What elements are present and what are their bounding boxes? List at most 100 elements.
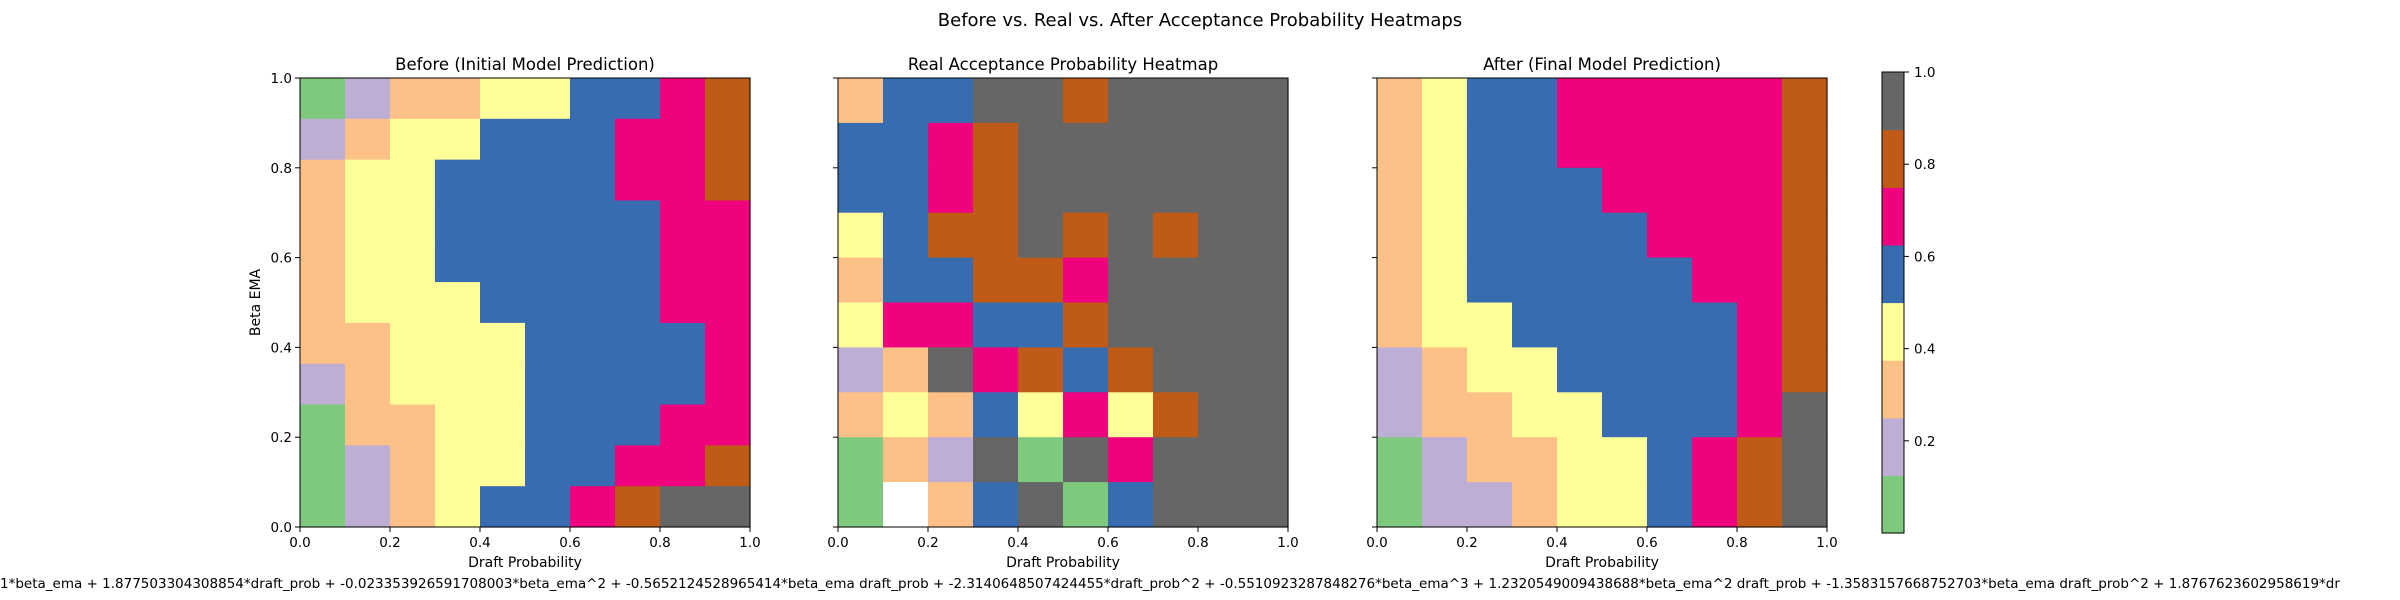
heatmap-cell: [570, 445, 616, 487]
heatmap-cell: [1108, 122, 1154, 169]
heatmap-cell: [928, 347, 974, 393]
heatmap-cell: [435, 445, 481, 487]
x-tick-label: 0.4: [1007, 535, 1028, 551]
y-axis-label: Beta EMA: [248, 268, 264, 336]
heatmap-cell: [1422, 212, 1468, 259]
heatmap-cell: [1377, 167, 1423, 214]
panel-title: After (Final Model Prediction): [1483, 55, 1721, 74]
heatmap-cell: [1198, 78, 1244, 124]
heatmap-cell: [1467, 167, 1513, 214]
y-tick-label: 0.6: [271, 251, 292, 267]
x-tick-label: 0.2: [1456, 535, 1477, 551]
heatmap-cell: [1063, 257, 1109, 304]
heatmap-cell: [1063, 167, 1109, 214]
heatmap-cell: [883, 257, 929, 304]
heatmap-cell: [1647, 482, 1693, 528]
x-axis-label: Draft Probability: [468, 555, 582, 571]
heatmap-cell: [883, 78, 929, 124]
heatmap-cell: [615, 322, 661, 365]
heatmap-cell: [928, 167, 974, 214]
heatmap-cell: [660, 241, 706, 283]
heatmap-cell: [1018, 392, 1064, 438]
colorbar-frame: [1881, 71, 1905, 534]
heatmap-cell: [1467, 257, 1513, 304]
figure-title: Before vs. Real vs. After Acceptance Pro…: [938, 10, 1462, 31]
heatmap-cell: [435, 159, 481, 202]
heatmap-cell: [615, 159, 661, 202]
heatmap-cell: [525, 78, 571, 120]
heatmap-cell: [1422, 78, 1468, 124]
heatmap-cell: [1108, 482, 1154, 528]
heatmap-cell: [435, 322, 481, 365]
heatmap-cell: [1602, 78, 1648, 124]
heatmap-cell: [1737, 78, 1783, 124]
heatmap-cell: [883, 167, 929, 214]
heatmap-cell: [525, 445, 571, 487]
heatmap-cell: [883, 122, 929, 169]
heatmap-cell: [1018, 347, 1064, 393]
heatmap-cell: [883, 302, 929, 348]
heatmap-cell: [1153, 122, 1199, 169]
heatmap-cell: [300, 78, 346, 120]
heatmap-cell: [300, 445, 346, 487]
heatmap-cell: [1243, 482, 1289, 528]
colorbar-segment: [1882, 244, 1904, 304]
heatmap-cell: [973, 437, 1019, 483]
heatmap-cell: [838, 167, 884, 214]
heatmap-cell: [435, 200, 481, 242]
heatmap-cell: [480, 241, 526, 283]
heatmap-cell: [300, 363, 346, 406]
heatmap-cell: [525, 159, 571, 202]
heatmap-cell: [1602, 167, 1648, 214]
heatmap-cell: [480, 404, 526, 446]
heatmap-cell: [1557, 212, 1603, 259]
heatmap-cell: [1153, 302, 1199, 348]
heatmap-cell: [1737, 122, 1783, 169]
heatmap-cell: [973, 78, 1019, 124]
heatmap-cell: [1153, 78, 1199, 124]
heatmap-cell: [1782, 302, 1828, 348]
heatmap-cell: [1782, 167, 1828, 214]
heatmap-cell: [973, 122, 1019, 169]
heatmap-cell: [1602, 122, 1648, 169]
heatmap-cell: [660, 404, 706, 446]
heatmap-cell: [1153, 347, 1199, 393]
heatmap-cell: [1602, 302, 1648, 348]
heatmap-cell: [1018, 78, 1064, 124]
heatmap-cell: [1153, 212, 1199, 259]
heatmap-cell: [345, 445, 391, 487]
heatmap-cell: [1467, 392, 1513, 438]
heatmap-cell: [615, 486, 661, 528]
heatmap-cell: [1153, 392, 1199, 438]
heatmap-cell: [570, 363, 616, 406]
heatmap-cell: [435, 363, 481, 406]
heatmap-cell: [1377, 122, 1423, 169]
heatmap-cell: [705, 445, 751, 487]
heatmap-cell: [300, 200, 346, 242]
y-tick-label: 0.4: [271, 340, 292, 356]
heatmap-cell: [480, 200, 526, 242]
x-tick-label: 1.0: [1816, 535, 1837, 551]
heatmap-cell: [1063, 482, 1109, 528]
heatmap-cell: [300, 159, 346, 202]
heatmap-cell: [390, 159, 436, 202]
heatmap-cell: [1153, 482, 1199, 528]
heatmap-cell: [1063, 78, 1109, 124]
heatmap-cell: [973, 257, 1019, 304]
heatmap-cell: [1422, 122, 1468, 169]
x-tick-label: 0.2: [379, 535, 400, 551]
heatmap-cell: [1198, 437, 1244, 483]
heatmap-cell: [1647, 212, 1693, 259]
heatmap-cell: [705, 159, 751, 202]
heatmap-cell: [1692, 392, 1738, 438]
heatmap-panel-2: Real Acceptance Probability Heatmap 0.0 0.…: [827, 55, 1298, 571]
heatmap-cell: [1647, 257, 1693, 304]
heatmap-cell: [300, 282, 346, 324]
heatmap-cell: [1108, 78, 1154, 124]
heatmap-cell: [1782, 437, 1828, 483]
heatmap-cell: [1018, 302, 1064, 348]
heatmap-cell: [390, 200, 436, 242]
heatmap-cell: [480, 118, 526, 161]
heatmap-cell: [1153, 437, 1199, 483]
heatmap-cell: [435, 118, 481, 161]
